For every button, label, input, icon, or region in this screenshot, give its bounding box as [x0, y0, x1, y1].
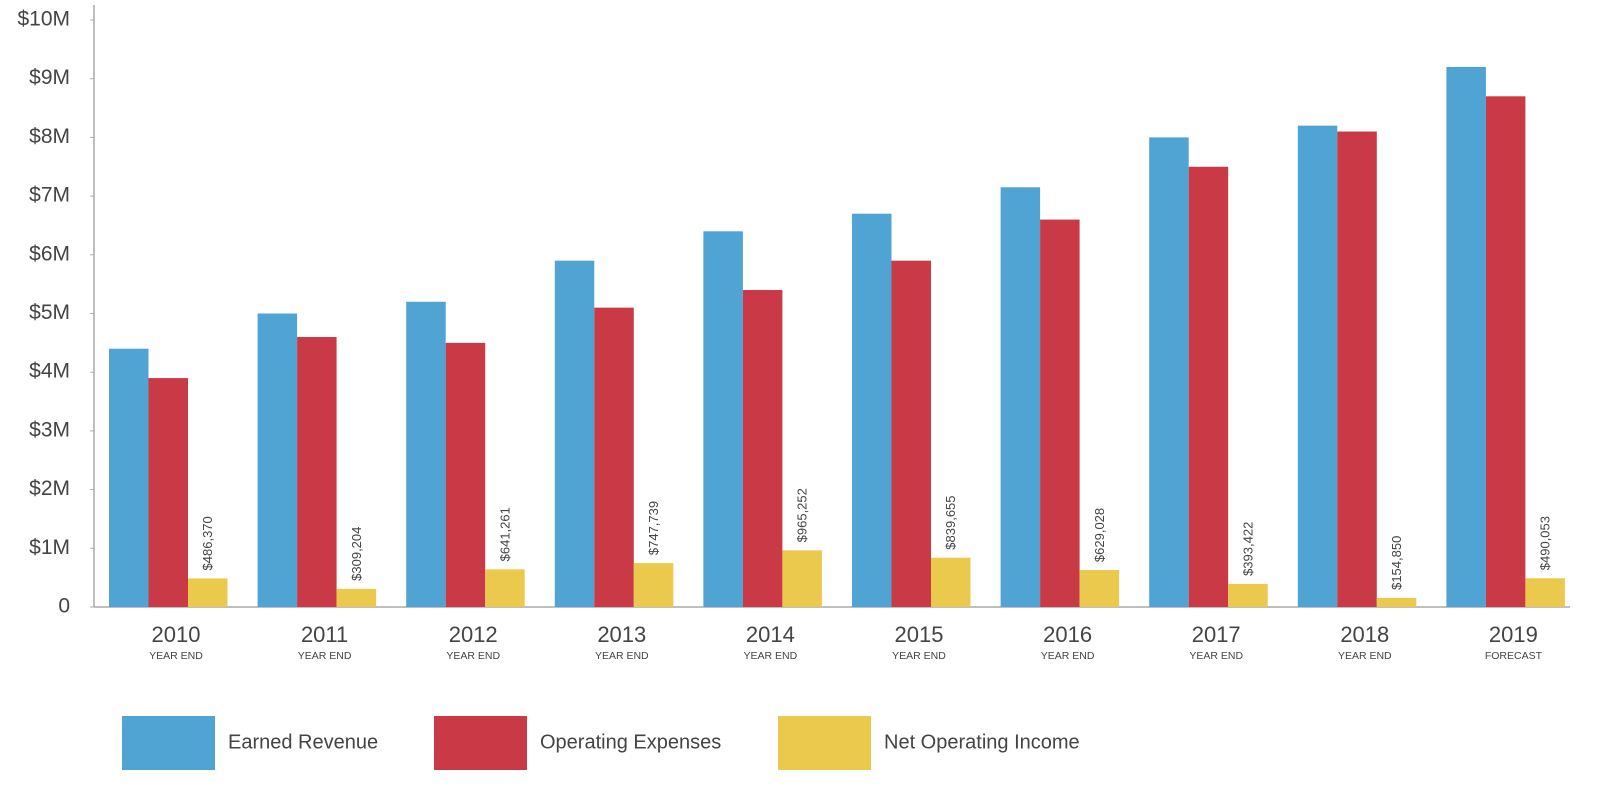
y-tick-label: $5M: [29, 301, 70, 324]
bar: [1337, 131, 1377, 607]
value-label: $154,850: [1389, 536, 1404, 590]
x-tick-sublabel: FORECAST: [1485, 650, 1543, 662]
x-tick-sublabel: YEAR END: [892, 650, 946, 662]
bar: [742, 290, 783, 607]
x-tick-label: 2014: [746, 622, 795, 647]
legend-label: Operating Expenses: [540, 731, 721, 753]
bar: [1376, 597, 1417, 607]
legend-label: Earned Revenue: [228, 731, 378, 753]
x-tick-sublabel: YEAR END: [1041, 650, 1095, 662]
legend-swatch: [122, 716, 215, 770]
x-tick-label: 2012: [449, 622, 498, 647]
bar: [633, 563, 674, 607]
bar: [1040, 219, 1080, 607]
legend-label: Net Operating Income: [884, 731, 1080, 753]
bar: [1525, 578, 1565, 607]
x-tick-label: 2015: [895, 622, 944, 647]
value-label: $641,261: [497, 507, 512, 561]
value-label: $839,655: [943, 495, 958, 549]
x-tick-label: 2011: [301, 622, 348, 647]
bar: [1000, 187, 1041, 608]
x-tick-label: 2016: [1043, 622, 1092, 647]
y-tick-label: $2M: [29, 477, 70, 500]
bar: [1297, 125, 1338, 607]
y-tick-label: $7M: [29, 184, 70, 207]
x-tick-sublabel: YEAR END: [446, 650, 500, 662]
x-tick-label: 2013: [597, 622, 646, 647]
value-label: $309,204: [349, 527, 364, 581]
bar: [445, 342, 486, 607]
bar: [406, 301, 446, 607]
bar: [891, 260, 931, 607]
bar: [1446, 66, 1486, 607]
bar: [852, 213, 892, 607]
x-tick-sublabel: YEAR END: [298, 650, 352, 662]
bar: [1228, 583, 1268, 607]
x-tick-label: 2010: [152, 622, 201, 647]
y-tick-label: 0: [58, 595, 70, 618]
bar: [297, 336, 337, 607]
bar: [485, 569, 525, 607]
x-tick-sublabel: YEAR END: [149, 650, 203, 662]
legend-swatch: [434, 716, 527, 770]
value-label: $486,370: [200, 516, 215, 570]
x-tick-sublabel: YEAR END: [595, 650, 649, 662]
x-tick-sublabel: YEAR END: [1338, 650, 1392, 662]
value-label: $747,739: [646, 501, 661, 555]
y-tick-label: $8M: [29, 125, 70, 148]
y-tick-label: $4M: [29, 360, 70, 383]
y-tick-label: $6M: [29, 242, 70, 265]
legend-swatch: [778, 716, 871, 770]
value-label: $393,422: [1240, 522, 1255, 576]
x-tick-sublabel: YEAR END: [1189, 650, 1243, 662]
bar: [554, 260, 595, 607]
value-label: $490,053: [1538, 516, 1553, 570]
bar: [594, 307, 634, 607]
x-tick-sublabel: YEAR END: [744, 650, 798, 662]
bar: [148, 378, 188, 607]
bar: [109, 348, 149, 607]
bar: [931, 557, 971, 607]
y-tick-label: $3M: [29, 418, 70, 441]
value-label: $965,252: [795, 488, 810, 542]
y-tick-label: $10M: [17, 8, 70, 31]
x-tick-label: 2019: [1489, 622, 1538, 647]
y-tick-label: $9M: [29, 66, 70, 89]
bar: [782, 550, 822, 607]
bar: [703, 231, 743, 607]
bar: [257, 313, 298, 607]
value-label: $629,028: [1092, 508, 1107, 562]
x-tick-label: 2018: [1340, 622, 1389, 647]
bar: [1079, 570, 1120, 607]
bar: [336, 588, 377, 607]
bar: [1188, 166, 1229, 607]
bar: [1149, 137, 1189, 607]
x-tick-label: 2017: [1192, 622, 1241, 647]
bar: [188, 578, 228, 607]
bar: [1485, 96, 1526, 607]
y-tick-label: $1M: [29, 536, 70, 559]
